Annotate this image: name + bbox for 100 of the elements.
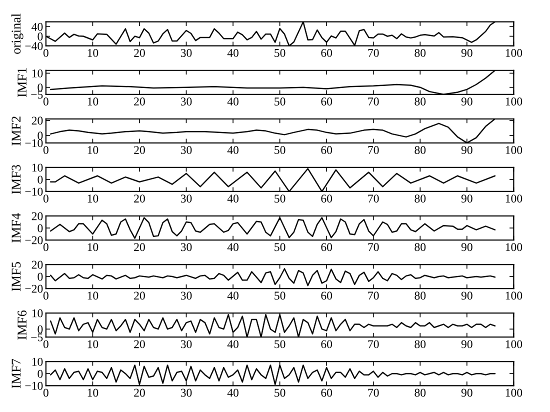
x-tick-label: 40 bbox=[227, 48, 238, 57]
x-tick-label: 0 bbox=[43, 340, 48, 348]
x-tick-label: 80 bbox=[414, 340, 426, 348]
y-tick-label: −5 bbox=[31, 90, 43, 99]
y-tick-label: 20 bbox=[32, 212, 43, 220]
x-tick-label: 100 bbox=[506, 388, 522, 397]
y-axis-title: IMF1 bbox=[18, 68, 26, 97]
x-tick-label: 0 bbox=[43, 292, 48, 300]
x-tick-label: 10 bbox=[88, 340, 98, 348]
x-tick-label: 90 bbox=[461, 146, 472, 154]
x-tick-label: 10 bbox=[88, 194, 98, 203]
y-tick-label: 0 bbox=[38, 272, 43, 281]
x-tick-label: 100 bbox=[506, 98, 522, 106]
x-tick-label: 0 bbox=[43, 146, 48, 154]
y-axis-title: IMF6 bbox=[18, 310, 27, 340]
x-tick-label: 80 bbox=[414, 146, 426, 154]
x-tick-label: 30 bbox=[180, 98, 192, 106]
y-axis-title: IMF7 bbox=[12, 358, 20, 388]
x-tick-label: 0 bbox=[43, 48, 48, 57]
x-tick-label: 10 bbox=[88, 48, 98, 57]
x-tick-label: 0 bbox=[43, 98, 48, 106]
y-tick-label: 10 bbox=[32, 69, 43, 78]
x-tick-label: 20 bbox=[134, 340, 145, 348]
y-axis-title: original bbox=[11, 14, 24, 54]
x-tick-label: 70 bbox=[368, 340, 379, 348]
x-tick-label: 90 bbox=[461, 194, 472, 203]
x-tick-label: 70 bbox=[368, 388, 379, 397]
x-tick-label: 50 bbox=[274, 340, 286, 348]
y-tick-label: 10 bbox=[32, 358, 43, 366]
y-axis-title: IMF4 bbox=[12, 213, 20, 243]
x-tick-label: 70 bbox=[368, 243, 379, 252]
x-tick-label: 60 bbox=[321, 146, 332, 154]
x-tick-label: 50 bbox=[274, 388, 286, 397]
y-axis-title: IMF2 bbox=[12, 116, 20, 146]
x-tick-label: 20 bbox=[134, 243, 145, 252]
x-tick-label: 60 bbox=[321, 388, 332, 397]
x-tick-label: 20 bbox=[134, 292, 145, 300]
x-tick-label: 90 bbox=[461, 292, 472, 300]
x-tick-label: 20 bbox=[134, 98, 145, 106]
x-tick-label: 80 bbox=[414, 388, 426, 397]
x-tick-label: 40 bbox=[227, 388, 238, 397]
x-tick-label: 40 bbox=[227, 243, 238, 252]
x-tick-label: 50 bbox=[274, 243, 286, 252]
x-tick-label: 50 bbox=[274, 292, 286, 300]
y-tick-label: 20 bbox=[32, 260, 43, 269]
x-tick-label: 30 bbox=[180, 292, 192, 300]
x-tick-label: 90 bbox=[461, 98, 472, 106]
x-tick-label: 100 bbox=[506, 340, 522, 348]
x-tick-label: 30 bbox=[180, 194, 192, 203]
x-tick-label: 50 bbox=[274, 98, 286, 106]
x-tick-label: 60 bbox=[321, 194, 332, 203]
y-tick-label: 20 bbox=[32, 116, 43, 125]
y-tick-label: 0 bbox=[38, 132, 43, 140]
x-tick-label: 10 bbox=[88, 146, 98, 154]
x-tick-label: 70 bbox=[368, 98, 379, 106]
x-tick-label: 50 bbox=[274, 194, 286, 203]
y-tick-label: −10 bbox=[25, 139, 43, 148]
y-tick-label: 0 bbox=[38, 32, 43, 40]
y-axis-title: IMF5 bbox=[12, 262, 21, 292]
x-tick-label: 60 bbox=[321, 292, 332, 300]
x-tick-label: 10 bbox=[88, 388, 98, 397]
x-tick-label: 30 bbox=[180, 48, 192, 57]
x-tick-label: 10 bbox=[88, 292, 98, 300]
x-tick-label: 40 bbox=[227, 98, 238, 106]
x-tick-label: 40 bbox=[227, 292, 238, 300]
y-tick-label: 40 bbox=[32, 22, 43, 31]
x-tick-label: 100 bbox=[506, 194, 522, 203]
x-tick-label: 60 bbox=[321, 98, 332, 106]
y-tick-label: 0 bbox=[38, 176, 43, 184]
x-tick-label: 80 bbox=[414, 194, 426, 203]
y-tick-label: 0 bbox=[38, 370, 43, 378]
x-tick-label: 70 bbox=[368, 292, 379, 300]
x-tick-label: 50 bbox=[274, 146, 286, 154]
x-tick-label: 80 bbox=[414, 98, 426, 106]
y-tick-label: −20 bbox=[25, 284, 43, 293]
x-tick-label: 100 bbox=[506, 48, 522, 57]
x-tick-label: 30 bbox=[180, 146, 192, 154]
x-tick-label: 90 bbox=[461, 388, 472, 397]
x-tick-label: 70 bbox=[368, 194, 379, 203]
x-tick-label: 20 bbox=[134, 194, 145, 203]
y-axis-title: IMF3 bbox=[12, 164, 21, 194]
x-tick-label: 80 bbox=[414, 292, 426, 300]
x-tick-label: 10 bbox=[88, 243, 98, 252]
x-tick-label: 50 bbox=[274, 48, 286, 57]
x-tick-label: 60 bbox=[321, 340, 332, 348]
x-tick-label: 100 bbox=[506, 146, 522, 154]
y-tick-label: 0 bbox=[38, 224, 43, 232]
x-tick-label: 0 bbox=[43, 243, 48, 252]
x-tick-label: 80 bbox=[414, 243, 426, 252]
y-tick-label: −40 bbox=[25, 42, 43, 50]
x-tick-label: 70 bbox=[368, 146, 379, 154]
x-tick-label: 90 bbox=[461, 340, 472, 348]
x-tick-label: 40 bbox=[227, 146, 238, 154]
y-tick-label: −20 bbox=[25, 236, 43, 244]
y-tick-label: 10 bbox=[32, 309, 43, 318]
x-tick-label: 60 bbox=[321, 48, 332, 57]
x-tick-label: 40 bbox=[227, 340, 238, 348]
x-tick-label: 30 bbox=[180, 388, 192, 397]
x-tick-label: 90 bbox=[461, 48, 472, 57]
x-tick-label: 60 bbox=[321, 243, 332, 252]
